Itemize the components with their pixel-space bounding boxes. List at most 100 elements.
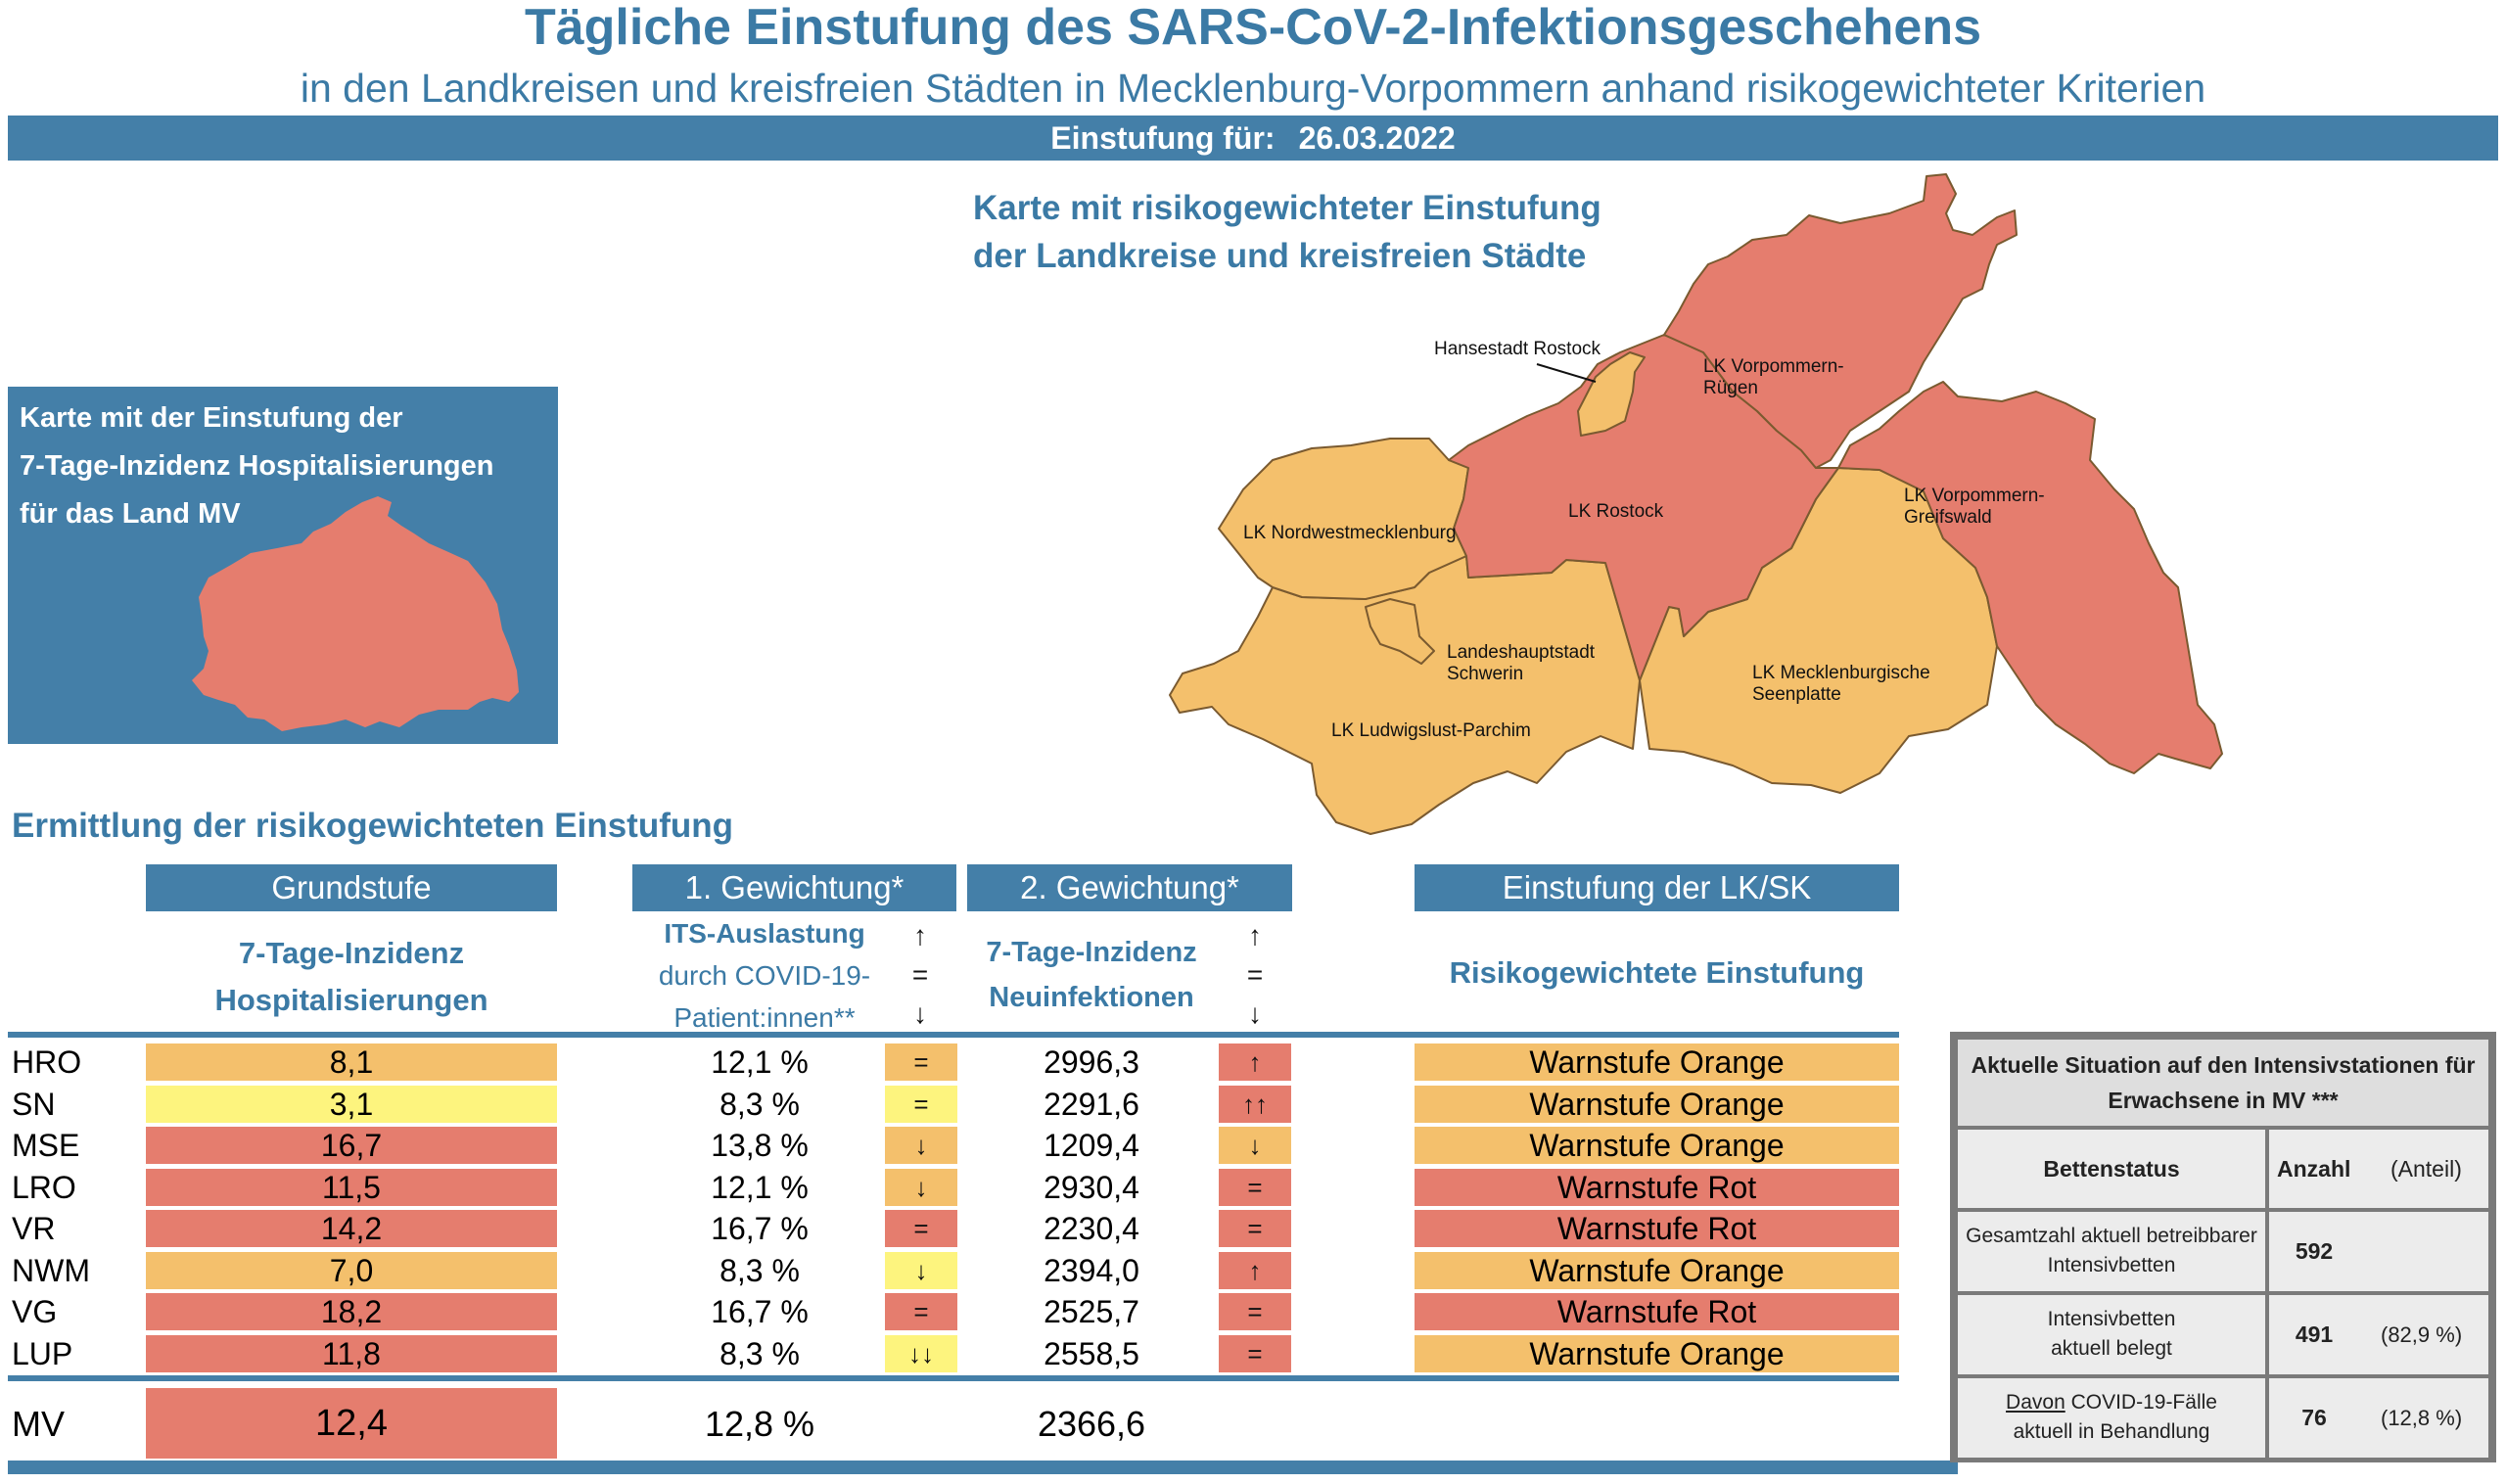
district-map: Hansestadt Rostock LK Vorpommern- Rügen … (1169, 173, 2223, 835)
main-map-title: Karte mit risikogewichteter Einstufung d… (973, 184, 1756, 280)
row-risk-status: Warnstufe Orange (1415, 1085, 1899, 1123)
icu-row-label-line2: aktuell in Behandlung (2013, 1420, 2210, 1443)
total-hospitalization-value: 12,4 (146, 1388, 557, 1459)
total-code: MV (12, 1404, 65, 1444)
row-its-value: 8,3 % (719, 1335, 800, 1371)
row-incidence-value: 2525,7 (1044, 1294, 1139, 1329)
label-lk-mecklenburgische-seenplatte-1: LK Mecklenburgische (1752, 663, 1930, 683)
row-incidence-value: 1209,4 (1044, 1128, 1139, 1163)
row-its-trend-icon: ↓ (885, 1251, 957, 1289)
total-incidence-value: 2366,6 (1037, 1404, 1146, 1444)
mv-state-map (192, 496, 519, 731)
row-its-value: 12,1 % (711, 1044, 809, 1080)
row-incidence-trend-icon: = (1219, 1168, 1291, 1206)
row-its-value: 12,1 % (711, 1169, 809, 1205)
icu-row-label-line1: Gesamtzahl aktuell betreibbarer (1966, 1225, 2257, 1247)
table-total-rule (8, 1375, 1899, 1381)
section-title: Ermittlung der risikogewichteten Einstuf… (12, 807, 733, 845)
header-grundstufe: Grundstufe (146, 864, 557, 911)
row-incidence-value: 2558,5 (1044, 1335, 1139, 1371)
row-hospitalization-value: 14,2 (146, 1210, 557, 1247)
region-lk-rostock (1448, 334, 1839, 681)
row-its-trend-icon: = (885, 1210, 957, 1247)
icu-row-label-line1: Intensivbetten (2047, 1308, 2176, 1330)
row-risk-status: Warnstufe Orange (1415, 1043, 1899, 1081)
subheader-hosp-line2: Hospitalisierungen (214, 983, 488, 1017)
icu-row-label: Gesamtzahl aktuell betreibbarer Intensivb… (1958, 1212, 2265, 1291)
legend-arrow-down-icon: ↓ (913, 998, 927, 1029)
subheader-inz-line1: 7-Tage-Inzidenz (986, 937, 1197, 968)
label-lk-rostock: LK Rostock (1568, 501, 1664, 522)
icu-header-anteil: (Anteil) (2390, 1156, 2462, 1182)
label-schwerin-2: Schwerin (1447, 664, 1523, 684)
subheader-inzidenz: 7-Tage-Inzidenz Neuinfektionen (969, 930, 1214, 1020)
subheader-hosp-line1: 7-Tage-Inzidenz (238, 936, 465, 970)
subheader-its-line1: ITS-Auslastung (664, 918, 865, 949)
row-code: NWM (12, 1252, 90, 1288)
icu-row-count: 491 (2295, 1322, 2334, 1347)
icu-title-line2: Erwachsene in MV *** (2108, 1088, 2339, 1113)
row-incidence-trend-icon: = (1219, 1293, 1291, 1330)
label-hansestadt-rostock: Hansestadt Rostock (1434, 339, 1601, 359)
row-hospitalization-value: 3,1 (146, 1085, 557, 1123)
row-code: VG (12, 1294, 58, 1329)
row-its-trend-icon: = (885, 1043, 957, 1081)
header-einstufung: Einstufung der LK/SK (1415, 864, 1899, 911)
page-title: Tägliche Einstufung des SARS-CoV-2-Infek… (524, 0, 1982, 56)
row-incidence-trend-icon: = (1219, 1334, 1291, 1372)
label-schwerin-1: Landeshauptstadt (1447, 642, 1596, 663)
row-code: HRO (12, 1044, 82, 1080)
icu-title-line1: Aktuelle Situation auf den Intensivstati… (1971, 1052, 2476, 1078)
icu-row-count: 76 (2301, 1405, 2327, 1430)
mv-map-box-title-line2: 7-Tage-Inzidenz Hospitalisierungen (20, 450, 494, 482)
icu-row-values: 592 (2269, 1212, 2488, 1291)
legend-arrow-down-icon: ↓ (1248, 998, 1262, 1029)
row-its-trend-icon: ↓ (885, 1168, 957, 1206)
row-its-value: 8,3 % (719, 1252, 800, 1288)
row-its-trend-icon: = (885, 1293, 957, 1330)
label-lk-ludwigslust-parchim: LK Ludwigslust-Parchim (1331, 720, 1531, 741)
mv-hospitalization-map-box: Karte mit der Einstufung der 7-Tage-Inzi… (8, 387, 558, 744)
legend-arrow-up-icon: ↑ (913, 920, 927, 951)
icu-row-values: 76 (12,8 %) (2269, 1378, 2488, 1458)
row-risk-status: Warnstufe Orange (1415, 1251, 1899, 1289)
icu-row-label: Davon COVID-19-Fälle aktuell in Behandlun… (1958, 1378, 2265, 1458)
region-landeshauptstadt-schwerin (1365, 598, 1435, 665)
row-incidence-value: 2930,4 (1044, 1169, 1139, 1205)
row-its-trend-icon: ↓↓ (885, 1334, 957, 1372)
icu-situation-panel: Aktuelle Situation auf den Intensivstati… (1950, 1032, 2496, 1462)
legend-equal-icon: = (1246, 959, 1264, 990)
label-lk-vorpommern-ruegen-1: LK Vorpommern- (1703, 356, 1844, 377)
row-hospitalization-value: 16,7 (146, 1127, 557, 1164)
row-its-trend-icon: = (885, 1085, 957, 1123)
label-lk-vorpommern-greifswald-1: LK Vorpommern- (1904, 486, 2045, 506)
row-code: LRO (12, 1169, 76, 1205)
date-label: Einstufung für: (1050, 120, 1276, 156)
label-lk-nordwestmecklenburg: LK Nordwestmecklenburg (1243, 523, 1457, 543)
page-subtitle: in den Landkreisen und kreisfreien Städt… (300, 66, 2206, 111)
row-code: LUP (12, 1335, 73, 1371)
row-incidence-trend-icon: = (1219, 1210, 1291, 1247)
icu-row-label-line2: aktuell belegt (2051, 1337, 2172, 1360)
icu-row-count: 592 (2295, 1238, 2334, 1264)
row-incidence-trend-icon: ↓ (1219, 1127, 1291, 1164)
table-bottom-rule (8, 1461, 1958, 1474)
mv-map-box-title-line3: für das Land MV (20, 498, 241, 530)
row-risk-status: Warnstufe Rot (1415, 1210, 1899, 1247)
row-code: SN (12, 1086, 56, 1122)
row-its-value: 16,7 % (711, 1294, 809, 1329)
region-lk-vorpommern-ruegen (1663, 173, 2018, 469)
legend-equal-icon: = (911, 959, 929, 990)
mv-map-box-title-line1: Karte mit der Einstufung der (20, 402, 403, 434)
label-lk-vorpommern-greifswald-2: Greifswald (1904, 507, 1992, 528)
row-code: MSE (12, 1128, 80, 1163)
row-incidence-value: 2394,0 (1044, 1252, 1139, 1288)
leader-line-rostock (1536, 363, 1597, 383)
row-incidence-value: 2230,4 (1044, 1211, 1139, 1246)
row-incidence-trend-icon: ↑ (1219, 1251, 1291, 1289)
main-map-title-line2: der Landkreise und kreisfreien Städte (973, 237, 1587, 275)
mv-map-box-title: Karte mit der Einstufung der 7-Tage-Inzi… (20, 394, 548, 538)
header-gewichtung-2: 2. Gewichtung* (967, 864, 1292, 911)
icu-row-label-line2: Intensivbetten (2047, 1254, 2176, 1276)
row-hospitalization-value: 18,2 (146, 1293, 557, 1330)
